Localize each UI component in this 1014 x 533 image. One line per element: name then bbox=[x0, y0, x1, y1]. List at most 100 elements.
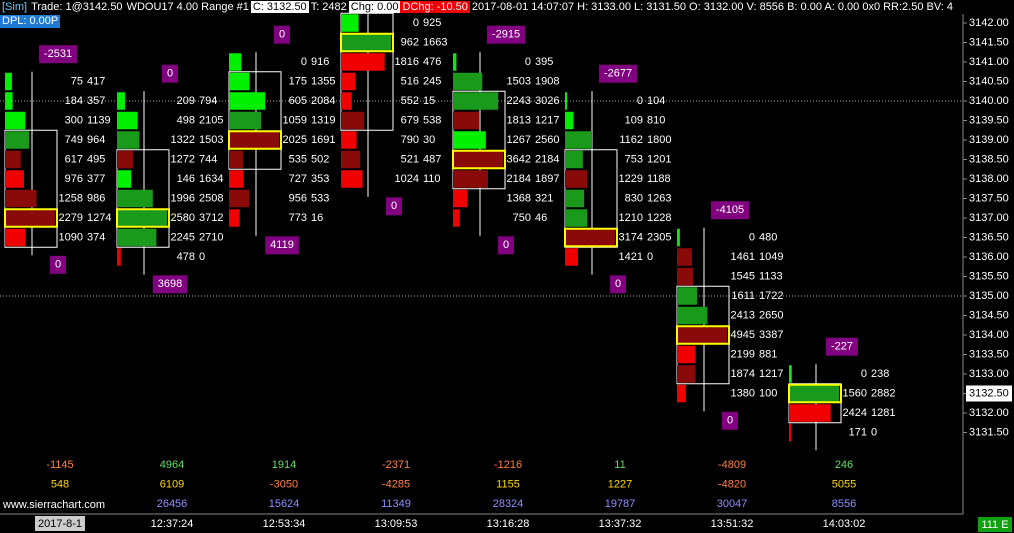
ask-volume: 2710 bbox=[199, 231, 223, 243]
volume-bar bbox=[229, 189, 250, 208]
bid-volume: 0 bbox=[301, 56, 307, 68]
volume-bar bbox=[117, 111, 138, 130]
value-area bbox=[4, 129, 58, 248]
bid-volume: 1258 bbox=[59, 192, 83, 204]
price-label: 3135.50 bbox=[969, 270, 1009, 282]
ask-volume: 794 bbox=[199, 95, 217, 107]
status: 111 E bbox=[981, 519, 1008, 531]
delta-box bbox=[609, 275, 627, 294]
ask-volume: 3026 bbox=[535, 95, 559, 107]
price-label: 3142.00 bbox=[969, 17, 1009, 29]
volume-bar bbox=[117, 189, 153, 208]
delta-box bbox=[721, 411, 739, 430]
volume-bar bbox=[229, 72, 250, 91]
ask-volume: 533 bbox=[311, 192, 329, 204]
footer-value: 28324 bbox=[493, 498, 524, 510]
delta-label: 4119 bbox=[270, 239, 294, 251]
ask-volume: 1897 bbox=[535, 173, 559, 185]
time-label: 13:37:32 bbox=[599, 518, 642, 530]
ask-volume: 1217 bbox=[759, 368, 783, 380]
delta-label: -227 bbox=[831, 341, 853, 353]
price-label: 3136.00 bbox=[969, 251, 1009, 263]
poc-box bbox=[452, 149, 506, 170]
footer-value: -2371 bbox=[382, 459, 410, 471]
bid-volume: 727 bbox=[289, 173, 307, 185]
ask-volume: 417 bbox=[87, 75, 105, 87]
poc-box bbox=[228, 130, 282, 150]
volume-bar bbox=[229, 170, 244, 188]
ask-volume: 3712 bbox=[199, 212, 223, 224]
ask-volume: 1188 bbox=[647, 173, 671, 185]
volume-bar bbox=[229, 209, 240, 227]
volume-bar bbox=[789, 365, 792, 383]
bid-volume: 962 bbox=[401, 36, 419, 48]
bid-volume: 1421 bbox=[619, 251, 643, 263]
volume-bar bbox=[117, 209, 167, 227]
bid-volume: 1272 bbox=[171, 153, 195, 165]
volume-bar bbox=[229, 92, 266, 110]
delta-label: 0 bbox=[167, 68, 173, 80]
footer-value: 8556 bbox=[832, 498, 856, 510]
price-label: 3141.00 bbox=[969, 56, 1009, 68]
volume-bar bbox=[229, 53, 242, 71]
ask-volume: 1139 bbox=[87, 114, 111, 126]
volume-bar bbox=[565, 209, 588, 227]
volume-bar bbox=[453, 209, 460, 227]
ask-volume: 46 bbox=[535, 212, 547, 224]
bid-volume: 1813 bbox=[507, 114, 531, 126]
poc-box bbox=[4, 208, 58, 228]
volume-bar bbox=[565, 131, 593, 149]
header-item: Trade: 1@3142.50 bbox=[31, 1, 123, 13]
delta-box bbox=[486, 25, 526, 44]
price-label: 3140.50 bbox=[969, 75, 1009, 87]
time-label: 12:53:34 bbox=[263, 518, 306, 530]
ask-volume: 538 bbox=[423, 114, 441, 126]
bid-volume: 184 bbox=[65, 95, 83, 107]
bid-volume: 1368 bbox=[507, 192, 531, 204]
price-label: 3134.50 bbox=[969, 309, 1009, 321]
volume-bar bbox=[453, 189, 468, 208]
bid-volume: 1461 bbox=[731, 251, 755, 263]
bid-volume: 516 bbox=[401, 75, 419, 87]
ask-volume: 487 bbox=[423, 153, 441, 165]
volume-bar bbox=[677, 384, 686, 403]
header-item: 2017-08-01 14:07:07 H: 3133.00 L: 3131.5… bbox=[471, 1, 954, 13]
delta-box bbox=[598, 64, 638, 83]
bid-volume: 146 bbox=[177, 173, 195, 185]
price-label: 3133.50 bbox=[969, 348, 1009, 360]
bid-volume: 605 bbox=[289, 95, 307, 107]
volume-bar bbox=[5, 228, 26, 247]
delta-box bbox=[273, 25, 291, 44]
bid-volume: 3642 bbox=[507, 153, 531, 165]
volume-bar bbox=[565, 92, 567, 110]
bid-volume: 2245 bbox=[171, 231, 195, 243]
volume-bar bbox=[677, 306, 708, 325]
volume-bar bbox=[117, 170, 132, 188]
ask-volume: 0 bbox=[199, 251, 205, 263]
bid-volume: 1996 bbox=[171, 192, 195, 204]
volume-bar bbox=[453, 53, 457, 71]
volume-bar bbox=[677, 228, 680, 247]
delta-label: -2915 bbox=[492, 29, 520, 41]
delta-label: 0 bbox=[615, 278, 621, 290]
bid-volume: 1874 bbox=[731, 368, 755, 380]
time-label: 13:09:53 bbox=[375, 518, 418, 530]
volume-bar bbox=[341, 170, 363, 188]
bid-volume: 1267 bbox=[507, 134, 531, 146]
price-label: 3141.50 bbox=[969, 36, 1009, 48]
ask-volume: 1663 bbox=[423, 36, 447, 48]
footer-value: -1145 bbox=[46, 459, 73, 471]
ask-volume: 238 bbox=[871, 368, 889, 380]
volume-bar bbox=[789, 404, 831, 422]
volume-bar bbox=[789, 384, 839, 403]
volume-bar bbox=[117, 228, 157, 247]
ask-volume: 110 bbox=[423, 173, 441, 185]
volume-bar bbox=[677, 287, 698, 305]
volume-bar bbox=[565, 170, 588, 188]
volume-bar bbox=[5, 111, 26, 130]
volume-bar bbox=[677, 326, 727, 344]
volume-bar bbox=[5, 131, 30, 149]
ask-volume: 245 bbox=[423, 75, 441, 87]
ask-volume: 495 bbox=[87, 153, 105, 165]
